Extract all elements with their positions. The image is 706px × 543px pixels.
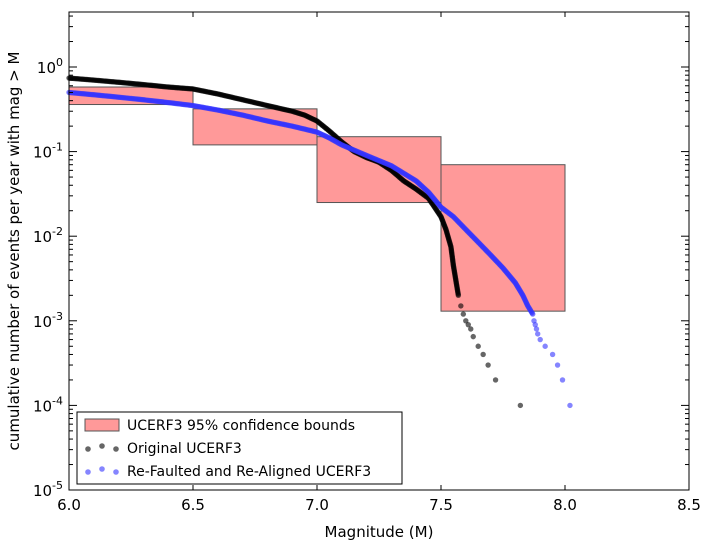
- legend-label: UCERF3 95% confidence bounds: [127, 418, 355, 434]
- series-2-point: [542, 343, 548, 349]
- y-tick-label: 10-3: [33, 310, 63, 331]
- x-tick-label: 8.5: [677, 496, 701, 514]
- series-2-point: [535, 331, 541, 337]
- x-tick-label: 6.5: [181, 496, 205, 514]
- y-tick-label: 100: [37, 56, 63, 77]
- series-2-point: [533, 326, 540, 332]
- series-layer: [66, 75, 573, 409]
- series-2-point: [530, 311, 536, 317]
- legend-marker: [99, 466, 105, 472]
- series-2-point: [549, 351, 556, 358]
- y-axis-label: cumulative number of events per year wit…: [5, 52, 23, 451]
- legend-marker: [85, 446, 91, 452]
- x-tick-label: 8.0: [553, 496, 577, 514]
- series-1-point: [463, 318, 469, 324]
- legend-frame: [76, 411, 403, 485]
- legend-marker: [113, 469, 119, 475]
- legend-swatch-bounds: [84, 418, 120, 432]
- confidence-box-4: [440, 164, 566, 312]
- series-1-point: [468, 326, 474, 332]
- series-2-point: [537, 336, 543, 343]
- x-axis-label: Magnitude (M): [325, 523, 434, 541]
- series-1-point: [475, 343, 481, 349]
- series-1-point: [455, 292, 462, 299]
- legend: UCERF3 95% confidence bounds Original UCE…: [76, 411, 403, 485]
- series-1-point: [492, 377, 499, 383]
- series-2-point: [567, 402, 573, 409]
- series-1-point: [470, 333, 476, 340]
- y-tick-label: 10-5: [33, 479, 63, 500]
- series-1-point: [460, 311, 467, 317]
- series-2-point: [554, 362, 561, 368]
- legend-marker: [85, 469, 91, 475]
- axis-ticks: 6.0 6.5 7.0 7.5 8.0 8.5 100 10-1 10-2 10-3 10-4 10-…: [33, 12, 701, 514]
- plot-frame: [68, 11, 690, 491]
- series-1-point: [465, 321, 471, 328]
- series-1-point: [480, 351, 486, 358]
- series-2-point: [559, 377, 566, 383]
- series-2: [66, 89, 573, 409]
- x-tick-label: 7.5: [429, 496, 453, 514]
- y-tick-label: 10-4: [33, 394, 63, 415]
- y-tick-label: 10-1: [33, 141, 63, 162]
- series-1-point: [458, 303, 464, 309]
- x-tick-label: 7.0: [305, 496, 329, 514]
- series-1-point: [517, 402, 524, 409]
- legend-marker: [99, 443, 105, 449]
- series-2-point: [532, 321, 538, 328]
- legend-label: Re-Faulted and Re-Aligned UCERF3: [127, 464, 371, 480]
- legend-label: Original UCERF3: [127, 441, 242, 457]
- series-1-point: [485, 362, 491, 368]
- y-tick-label: 10-2: [33, 225, 63, 246]
- x-tick-label: 6.0: [57, 496, 81, 514]
- legend-marker: [113, 446, 119, 452]
